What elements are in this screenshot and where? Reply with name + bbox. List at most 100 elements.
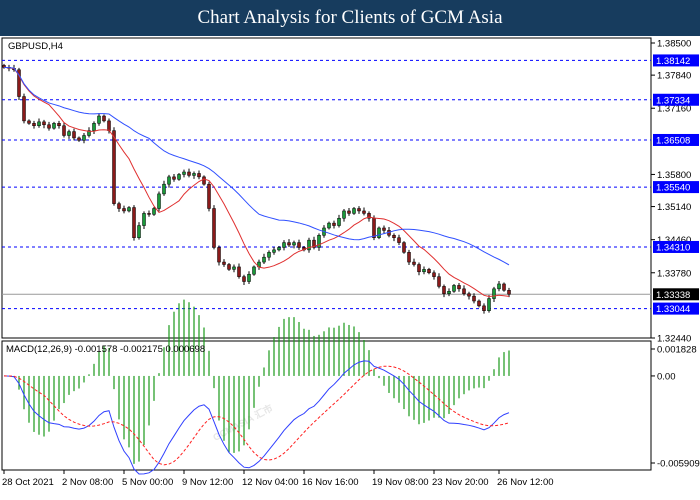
candle-body: [97, 115, 101, 124]
candle-body: [367, 213, 371, 219]
candle-body: [127, 207, 131, 212]
x-tick-label: 16 Nov 16:00: [302, 477, 359, 488]
y-tick-label: 1.37840: [657, 71, 691, 82]
candle-body: [472, 295, 476, 302]
candle-body: [307, 239, 311, 251]
candle-body: [247, 273, 251, 282]
candle-body: [382, 227, 386, 231]
signal-line: [3, 365, 510, 466]
macd-y-tick-label: 0.00: [657, 371, 676, 382]
candle-body: [262, 256, 266, 263]
candle-body: [122, 208, 126, 212]
candle-body: [47, 124, 51, 129]
candle-body: [182, 171, 186, 175]
level-label-bg: [653, 181, 699, 194]
candle-body: [412, 261, 416, 265]
candle-body: [417, 264, 421, 273]
x-tick-label: 23 Nov 20:00: [432, 477, 489, 488]
candle-body: [432, 272, 436, 277]
candle-body: [267, 252, 271, 258]
candle-body: [347, 210, 351, 214]
candle-body: [77, 137, 81, 141]
candle-body: [397, 237, 401, 243]
candle-body: [207, 183, 211, 209]
x-tick-label: 12 Nov 04:00: [242, 477, 299, 488]
candle-body: [337, 217, 341, 226]
level-label: 1.34310: [656, 242, 690, 253]
x-tick-label: 2 Nov 08:00: [62, 477, 113, 488]
candle-body: [42, 121, 46, 126]
candle-body: [287, 242, 291, 246]
candle-body: [312, 239, 316, 248]
candle-body: [177, 174, 181, 180]
candle-body: [477, 300, 481, 307]
candle-body: [482, 305, 486, 311]
current-price-bg: [653, 288, 699, 301]
candle-body: [327, 222, 331, 229]
symbol-label: GBPUSD,H4: [8, 41, 63, 52]
candle-body: [447, 291, 451, 294]
candle-body: [157, 193, 161, 209]
candle-body: [167, 176, 171, 185]
candle-body: [147, 213, 151, 215]
candle-body: [317, 235, 321, 248]
x-tick-label: 5 Nov 00:00: [122, 477, 173, 488]
candle-body: [57, 123, 61, 127]
candle-body: [252, 266, 256, 275]
y-tick-label: 1.35140: [657, 202, 691, 213]
candle-body: [37, 121, 41, 127]
candle-body: [457, 285, 461, 290]
x-tick-label: 9 Nov 12:00: [182, 477, 233, 488]
candle-body: [32, 123, 36, 127]
x-tick-label: 19 Nov 08:00: [372, 477, 429, 488]
candle-body: [237, 266, 241, 277]
candle-body: [462, 288, 466, 294]
candle-body: [72, 131, 76, 139]
level-label-bg: [653, 93, 699, 106]
candle-body: [272, 249, 276, 253]
candle-body: [427, 269, 431, 274]
level-label: 1.36508: [656, 135, 690, 146]
candle-body: [52, 123, 56, 129]
candle-body: [372, 217, 376, 238]
candle-body: [452, 285, 456, 292]
candle-body: [82, 135, 86, 141]
level-label: 1.35540: [656, 183, 690, 194]
candle-body: [292, 242, 296, 246]
candle-body: [332, 222, 336, 226]
price-pane: [1, 37, 652, 339]
candle-body: [502, 283, 506, 291]
candle-body: [132, 207, 136, 238]
candle-body: [362, 210, 366, 214]
candle-body: [422, 269, 426, 273]
level-label-bg: [653, 54, 699, 67]
candle-body: [377, 227, 381, 238]
candle-body: [352, 208, 356, 214]
candle-body: [277, 247, 281, 251]
macd-y-tick-label: 0.001828: [657, 345, 697, 356]
candle-body: [112, 130, 116, 204]
candle-body: [402, 242, 406, 253]
x-tick-label: 28 Oct 2021: [2, 477, 54, 488]
macd-pane: [1, 340, 652, 471]
candle-body: [27, 120, 31, 124]
y-tick-label: 1.32440: [657, 334, 691, 345]
candle-body: [227, 264, 231, 270]
candle-body: [107, 120, 111, 131]
fast-ma-line: [3, 66, 510, 298]
candle-body: [467, 293, 471, 297]
candle-body: [497, 283, 501, 290]
candle-body: [437, 276, 441, 287]
candle-body: [192, 173, 196, 176]
candle-body: [162, 183, 166, 195]
candle-body: [67, 131, 71, 136]
y-tick-label: 1.34460: [657, 235, 691, 246]
candle-body: [102, 115, 106, 122]
y-tick-label: 1.33780: [657, 268, 691, 279]
y-tick-label: 1.38500: [657, 39, 691, 50]
level-label-bg: [653, 302, 699, 315]
page-title: Chart Analysis for Clients of GCM Asia: [0, 0, 700, 36]
level-label: 1.38142: [656, 56, 690, 67]
candle-body: [202, 176, 206, 185]
